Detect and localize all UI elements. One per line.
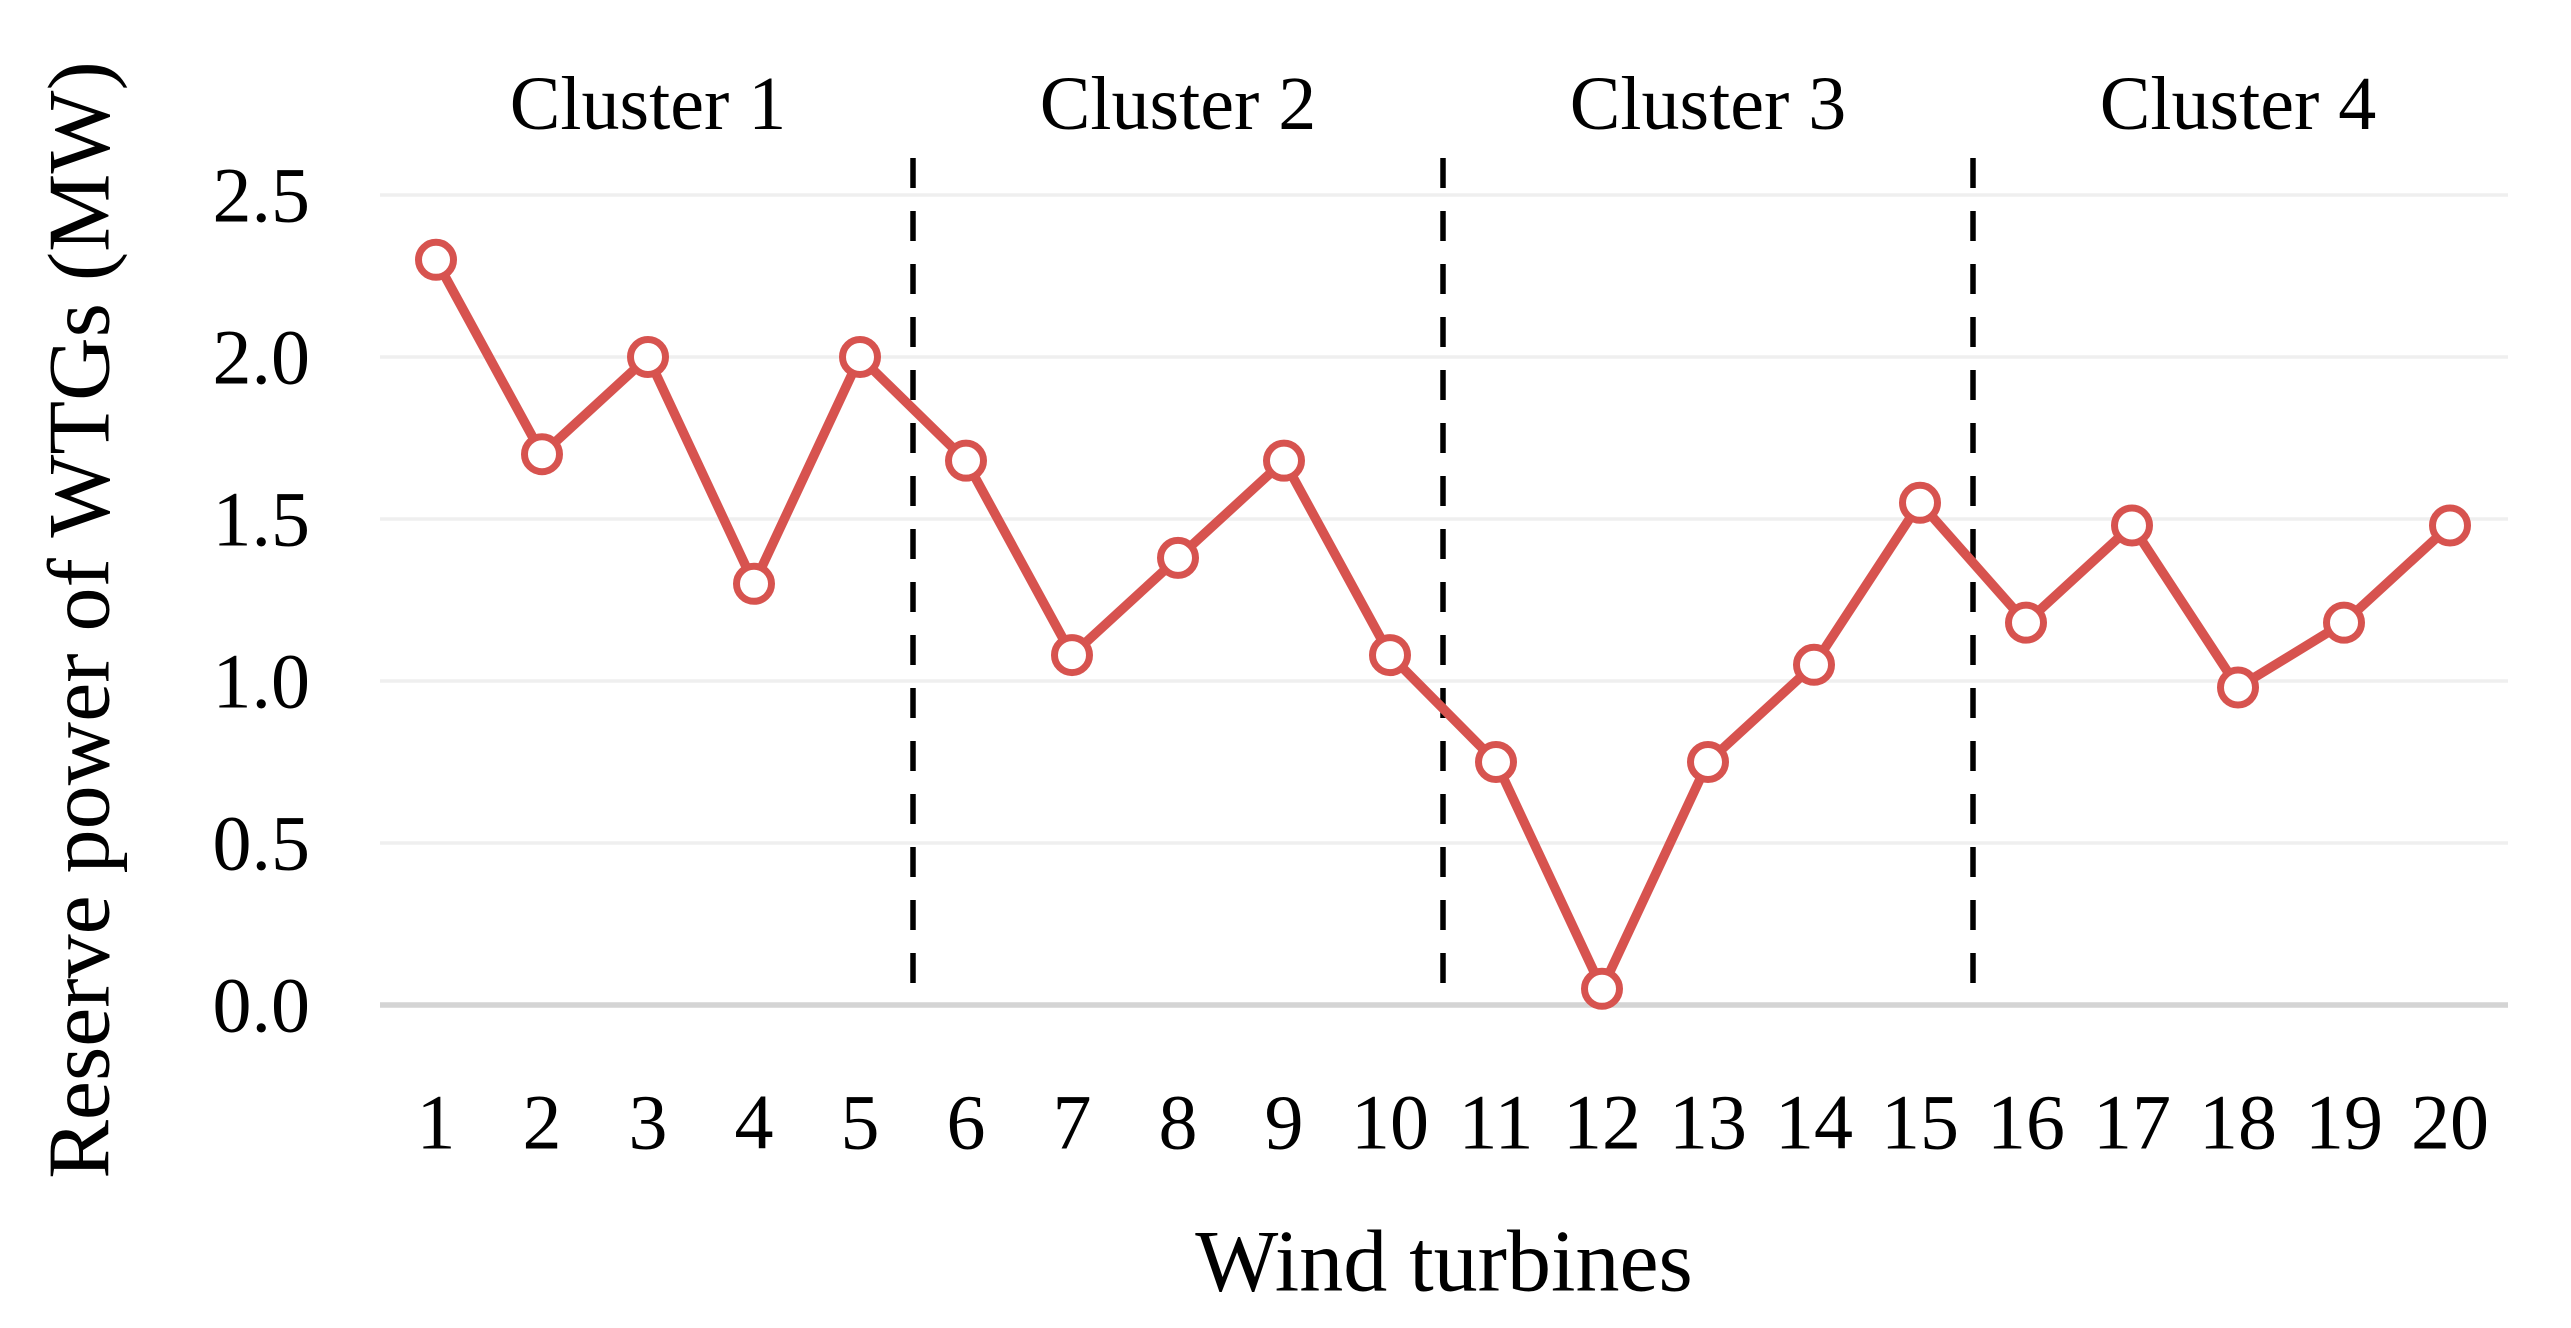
data-point-6 — [945, 439, 987, 482]
cluster-label-2: Cluster 2 — [1040, 62, 1317, 146]
data-point-1 — [415, 238, 457, 281]
y-tick-label-2.5: 2.5 — [213, 152, 311, 239]
data-point-18 — [2217, 666, 2259, 709]
x-tick-label-4: 4 — [735, 1079, 774, 1166]
cluster-label-1: Cluster 1 — [510, 62, 787, 146]
data-point-10 — [1369, 634, 1411, 677]
x-tick-label-11: 11 — [1458, 1079, 1533, 1166]
data-point-5 — [839, 336, 881, 378]
data-point-13 — [1687, 741, 1729, 783]
x-tick-label-3: 3 — [629, 1079, 668, 1166]
data-point-9 — [1263, 439, 1305, 482]
data-point-4 — [733, 562, 775, 605]
data-point-16 — [2005, 601, 2047, 644]
y-tick-label-1.5: 1.5 — [213, 476, 311, 563]
data-point-2 — [521, 433, 563, 476]
data-point-7 — [1051, 634, 1093, 677]
y-tick-label-2.0: 2.0 — [213, 314, 311, 401]
x-axis-title: Wind turbines — [1195, 1214, 1693, 1311]
reserve-power-line — [431, 255, 2455, 994]
data-point-8 — [1157, 536, 1199, 579]
x-tick-label-1: 1 — [417, 1079, 456, 1166]
x-tick-label-10: 10 — [1351, 1079, 1429, 1166]
data-point-14 — [1793, 643, 1835, 686]
x-tick-label-2: 2 — [523, 1079, 562, 1166]
data-point-3 — [627, 336, 669, 378]
x-tick-label-14: 14 — [1775, 1079, 1853, 1166]
cluster-label-3: Cluster 3 — [1570, 62, 1847, 146]
y-tick-label-1.0: 1.0 — [213, 638, 311, 725]
x-tick-label-18: 18 — [2199, 1079, 2277, 1166]
y-axis-title: Reserve power of WTGs (MW) — [32, 61, 129, 1179]
x-tick-label-8: 8 — [1159, 1079, 1198, 1166]
data-point-19 — [2323, 601, 2365, 644]
x-tick-label-5: 5 — [841, 1079, 880, 1166]
data-point-11 — [1475, 741, 1517, 783]
x-tick-label-13: 13 — [1669, 1079, 1747, 1166]
x-tick-label-12: 12 — [1563, 1079, 1641, 1166]
x-tick-label-17: 17 — [2093, 1079, 2171, 1166]
x-tick-label-20: 20 — [2411, 1079, 2489, 1166]
x-tick-label-9: 9 — [1265, 1079, 1304, 1166]
y-tick-label-0.0: 0.0 — [213, 962, 311, 1049]
y-tick-label-0.5: 0.5 — [213, 800, 311, 887]
data-point-12 — [1581, 967, 1623, 1010]
x-tick-label-7: 7 — [1053, 1079, 1092, 1166]
x-tick-label-6: 6 — [947, 1079, 986, 1166]
x-tick-label-15: 15 — [1881, 1079, 1959, 1166]
x-tick-label-19: 19 — [2305, 1079, 2383, 1166]
data-point-20 — [2429, 504, 2471, 547]
data-point-17 — [2111, 504, 2153, 547]
cluster-label-4: Cluster 4 — [2100, 62, 2377, 146]
x-tick-label-16: 16 — [1987, 1079, 2065, 1166]
data-point-15 — [1899, 481, 1941, 524]
